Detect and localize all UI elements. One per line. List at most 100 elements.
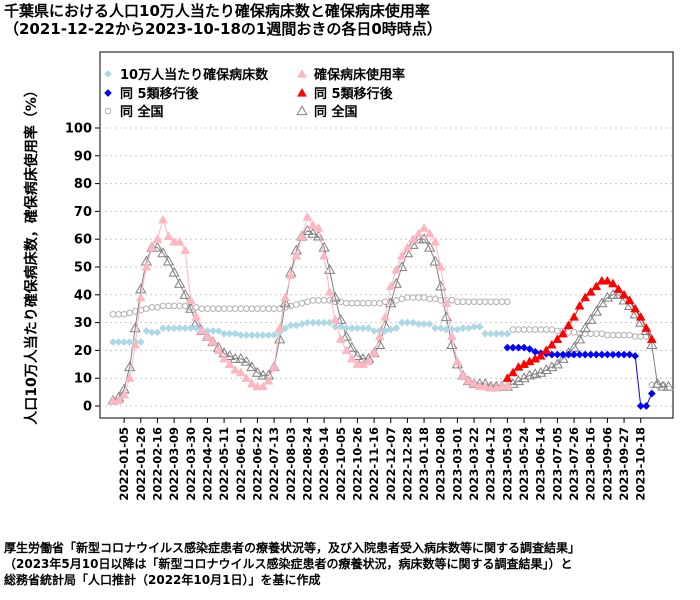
y-tick-label: 40: [74, 288, 92, 303]
usage_rate_national-point: [540, 364, 552, 374]
usage_rate_national-point: [401, 247, 414, 258]
beds_per_100k_national-point: [354, 299, 361, 307]
x-tick-label: 2022-12-28: [400, 427, 414, 501]
usage_rate-point: [424, 228, 435, 238]
usage_rate_national-point: [329, 291, 341, 302]
beds_per_100k-point: [281, 324, 290, 333]
usage_rate_national-point: [173, 277, 186, 288]
beds_per_100k_post5-point: [631, 352, 640, 360]
usage_rate_post5-point: [580, 292, 591, 302]
usage_rate-point: [124, 373, 135, 382]
usage_rate_national-point: [323, 263, 336, 274]
beds_per_100k_national-point: [504, 298, 511, 306]
usage_rate_national-point: [646, 339, 658, 349]
legend-label-usage_rate_post5: 同 5類移行後: [314, 86, 394, 102]
beds_per_100k_national-point: [404, 294, 411, 301]
legend-marker-beds_per_100k_post5: [104, 89, 112, 97]
y-tick-label: 60: [74, 233, 92, 248]
y-tick-label: 20: [74, 344, 92, 359]
usage_rate-point: [374, 331, 385, 341]
beds_per_100k_national-point: [376, 299, 383, 307]
beds_per_100k_national-point: [115, 310, 122, 318]
usage_rate_post5-point: [624, 295, 635, 304]
beds_per_100k-point: [125, 338, 134, 347]
x-tick-label: 2023-07-26: [567, 427, 581, 501]
usage_rate-point: [346, 353, 357, 363]
y-tick-label: 100: [65, 122, 92, 137]
beds_per_100k_post5-point: [586, 350, 595, 359]
x-tick-label: 2023-03-22: [467, 427, 481, 501]
beds_per_100k_national-point: [226, 305, 233, 313]
beds_per_100k_post5-point: [503, 343, 512, 352]
usage_rate-point: [196, 325, 207, 335]
chart-title: 千葉県における人口10万人当たり確保病床数と確保病床使用率: [4, 2, 430, 20]
beds_per_100k_national-point: [348, 299, 356, 307]
beds_per_100k-point: [142, 326, 151, 335]
beds_per_100k_post5-point: [642, 402, 651, 410]
beds_per_100k_national-point: [420, 294, 428, 301]
usage_rate-point: [380, 312, 391, 321]
beds_per_100k_post5-point: [603, 350, 612, 359]
beds_per_100k_national-point: [542, 326, 550, 333]
usage_rate-point: [302, 211, 313, 221]
usage_rate_post5-point: [635, 312, 646, 321]
beds_per_100k_national-point: [592, 330, 600, 338]
usage_rate-point: [258, 381, 268, 391]
y-tick-label: 50: [74, 261, 92, 276]
usage_rate-point: [446, 331, 457, 341]
usage_rate-point: [308, 220, 318, 229]
usage_rate-point: [313, 223, 324, 232]
usage_rate_national-point: [623, 300, 636, 311]
beds_per_100k_national-point: [631, 333, 639, 340]
beds_per_100k_post5-point: [581, 350, 590, 359]
usage_rate-point: [185, 295, 196, 304]
beds_per_100k_national-point: [509, 326, 517, 333]
beds_per_100k_national-point: [492, 298, 500, 306]
x-tick-label: 2023-03-01: [450, 427, 464, 501]
usage_rate_national-point: [273, 333, 286, 344]
beds_per_100k-point: [170, 324, 179, 333]
x-tick-label: 2022-03-30: [184, 427, 198, 501]
beds_per_100k_national-point: [487, 298, 495, 306]
legend-marker-beds_per_100k: [104, 70, 112, 78]
beds_per_100k_post5-point: [614, 350, 623, 359]
usage_rate-point: [191, 312, 202, 321]
beds_per_100k_national-point: [270, 305, 278, 313]
usage_rate-point: [174, 236, 185, 246]
beds_per_100k_post5-point: [564, 350, 573, 359]
usage_rate_national-point: [629, 308, 641, 319]
source-line-2: （2023年5月10日以降は「新型コロナウイルス感染症患者の療養状況，病床数等に…: [4, 557, 573, 571]
beds_per_100k_post5-point: [647, 389, 656, 398]
usage_rate_national-point: [518, 372, 530, 383]
beds_per_100k-point: [225, 329, 234, 338]
x-tick-label: 2023-07-05: [550, 427, 564, 501]
beds_per_100k_post5-point: [636, 402, 645, 410]
beds_per_100k-point: [464, 324, 473, 333]
usage_rate-point: [330, 314, 341, 324]
usage_rate_national-point: [551, 358, 564, 369]
y-tick-label: 0: [83, 400, 92, 415]
beds_per_100k-point: [153, 328, 162, 337]
usage_rate_post5-point: [641, 323, 652, 332]
legend-label-beds_per_100k_post5: 同 5類移行後: [120, 86, 200, 102]
beds_per_100k_national-point: [565, 329, 572, 336]
usage_rate_national-point: [535, 366, 547, 377]
usage_rate_national-point: [446, 339, 458, 349]
x-tick-label: 2022-09-14: [317, 427, 331, 501]
usage_rate_national-point: [579, 322, 591, 333]
beds_per_100k-point: [209, 326, 217, 335]
beds_per_100k-point: [442, 325, 451, 334]
beds_per_100k-point: [353, 324, 362, 333]
beds_per_100k-point: [342, 324, 351, 333]
usage_rate-point: [369, 348, 380, 357]
usage_rate-point: [480, 381, 491, 391]
beds_per_100k_national-point: [598, 330, 606, 338]
usage_rate_post5-point: [602, 275, 613, 285]
usage_rate_national-point: [585, 314, 597, 324]
usage_rate-point: [413, 228, 424, 238]
x-tick-label: 2023-10-18: [634, 427, 648, 501]
beds_per_100k_national-point: [159, 302, 167, 310]
beds_per_100k_national-point: [537, 326, 545, 333]
legend-label-usage_rate_national: 同 全国: [314, 104, 358, 120]
beds_per_100k_national-point: [626, 331, 633, 339]
